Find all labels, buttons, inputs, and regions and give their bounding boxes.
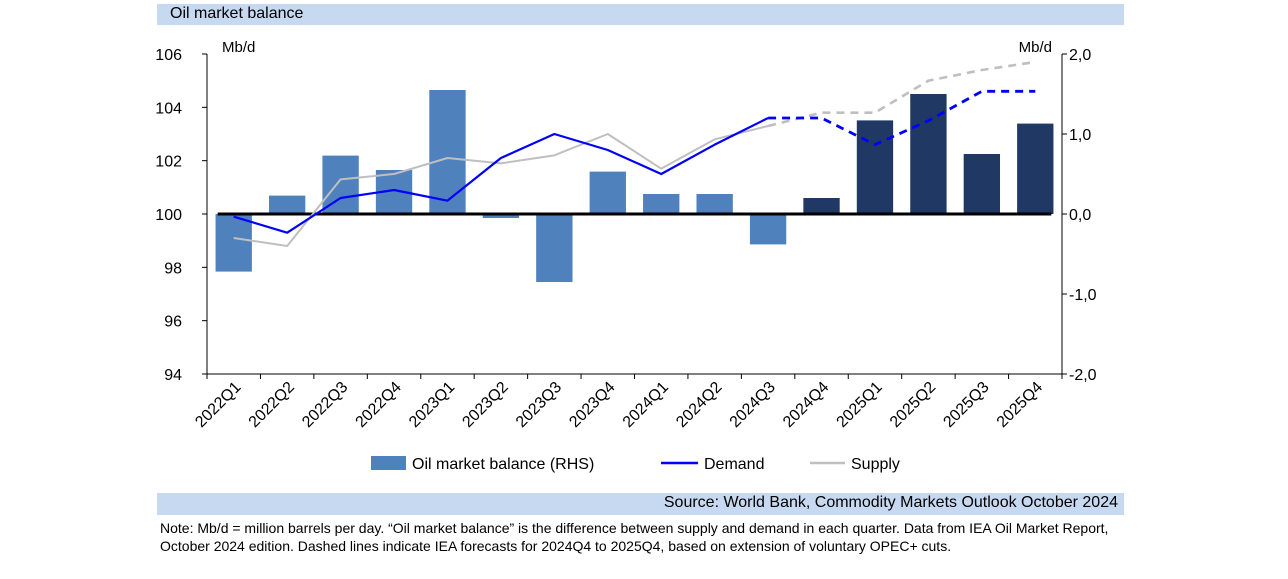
balance-bar (482, 214, 520, 218)
left-tick-label: 100 (155, 207, 182, 224)
balance-bar (963, 154, 1001, 214)
left-tick-label: 106 (155, 47, 182, 64)
left-tick-label: 104 (155, 100, 182, 117)
supply-line-actual (233, 125, 769, 247)
left-tick-label: 94 (164, 367, 182, 384)
balance-bar (268, 195, 306, 214)
balance-bar (536, 214, 573, 282)
x-tick-label: 2024Q4 (780, 379, 832, 431)
chart-title-band: Oil market balance (157, 4, 1124, 25)
balance-bar (910, 94, 947, 214)
x-tick-label: 2022Q3 (299, 379, 351, 431)
right-tick-label: 0,0 (1069, 207, 1091, 224)
balance-bar (803, 198, 840, 214)
balance-bar (322, 155, 359, 214)
balance-bar (696, 194, 733, 214)
x-tick-label: 2024Q1 (620, 379, 672, 431)
balance-bar (643, 194, 680, 214)
legend-demand-label: Demand (704, 456, 764, 473)
legend-balance-swatch (371, 456, 406, 470)
source-text: Source: World Bank, Commodity Markets Ou… (663, 494, 1118, 511)
chart-title: Oil market balance (170, 5, 304, 22)
right-tick-label: 1,0 (1069, 127, 1091, 144)
balance-bar (1017, 123, 1054, 214)
x-tick-label: 2023Q3 (513, 379, 565, 431)
legend-balance-label: Oil market balance (RHS) (412, 456, 594, 473)
x-tick-label: 2025Q3 (940, 379, 992, 431)
x-tick-label: 2024Q3 (727, 379, 779, 431)
right-tick-label: -1,0 (1069, 287, 1097, 304)
left-tick-label: 96 (164, 314, 182, 331)
chart-note: Note: Mb/d = million barrels per day. “O… (160, 520, 1109, 554)
source-band: Source: World Bank, Commodity Markets Ou… (157, 493, 1124, 515)
x-tick-label: 2024Q2 (673, 379, 725, 431)
left-axis-unit: Mb/d (222, 39, 255, 56)
demand-line-forecast (768, 89, 1036, 147)
balance-bar (429, 90, 466, 214)
x-tick-label: 2023Q1 (406, 379, 458, 431)
left-tick-label: 102 (155, 154, 182, 171)
x-tick-label: 2023Q2 (459, 379, 511, 431)
balance-bar (215, 214, 252, 272)
x-tick-label: 2025Q1 (834, 379, 886, 431)
right-tick-label: -2,0 (1069, 367, 1097, 384)
supply-line-forecast (767, 60, 1036, 128)
x-tick-label: 2022Q2 (246, 379, 298, 431)
x-tick-label: 2022Q1 (192, 379, 244, 431)
balance-bar (856, 120, 894, 214)
right-tick-label: 2,0 (1069, 47, 1091, 64)
x-tick-label: 2022Q4 (353, 379, 405, 431)
demand-line-actual (233, 117, 769, 234)
balance-bar (589, 171, 626, 214)
x-tick-label: 2025Q2 (887, 379, 939, 431)
left-tick-label: 98 (164, 260, 182, 277)
legend-supply-label: Supply (851, 456, 900, 473)
x-tick-label: 2023Q4 (566, 379, 618, 431)
right-axis-unit: Mb/d (1019, 39, 1052, 56)
x-tick-label: 2025Q4 (994, 379, 1046, 431)
balance-bar (749, 214, 787, 245)
